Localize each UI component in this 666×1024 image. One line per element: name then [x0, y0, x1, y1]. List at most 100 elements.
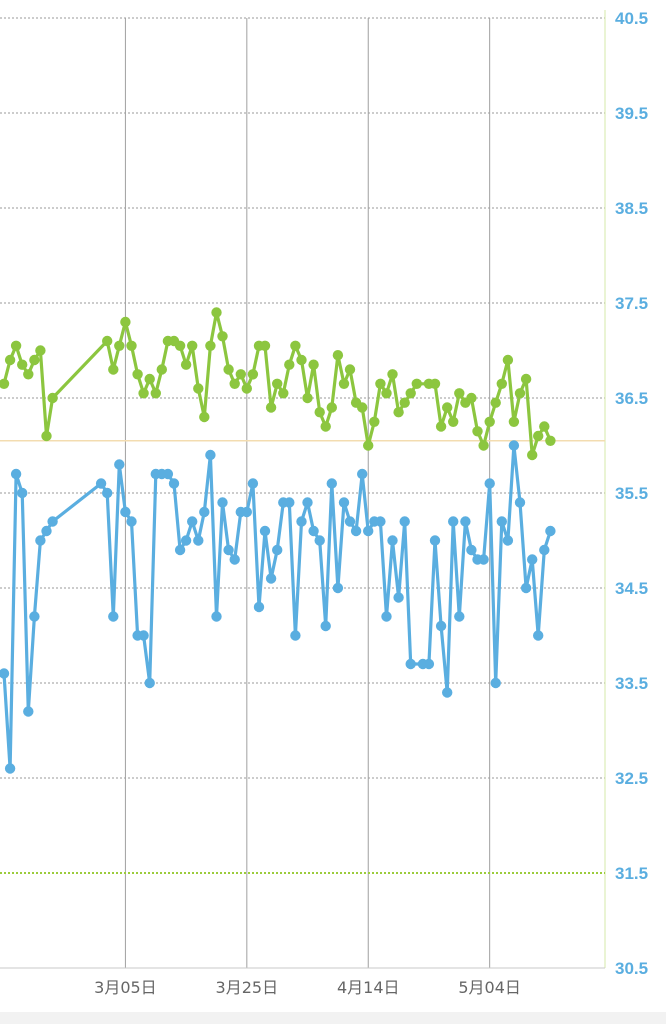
data-point	[272, 378, 283, 389]
data-point	[308, 359, 319, 370]
y-tick-label: 36.5	[615, 389, 648, 408]
data-point	[4, 763, 16, 774]
data-point	[435, 421, 447, 432]
data-point	[199, 411, 210, 423]
data-point	[193, 535, 204, 546]
data-point	[259, 525, 271, 537]
data-point	[442, 402, 453, 413]
y-axis-ticks: 30.5 31.5 32.5 33.5 34.5 35.5 36.5 37.5 38.5 39.5…	[615, 9, 648, 978]
series-line	[2, 443, 553, 771]
data-point	[223, 544, 234, 556]
data-point	[490, 397, 501, 408]
data-point	[278, 388, 289, 399]
data-point	[47, 392, 58, 404]
data-point	[114, 459, 125, 470]
y-tick-label: 39.5	[615, 104, 648, 123]
data-point	[47, 516, 58, 527]
data-point	[466, 544, 477, 556]
data-point	[533, 630, 544, 641]
x-axis-ticks: 3月05日 3月25日 4月14日 5月04日	[94, 978, 521, 997]
data-point	[126, 516, 137, 527]
data-point	[126, 340, 137, 351]
data-point	[102, 487, 113, 499]
data-point	[357, 468, 368, 480]
data-point	[320, 620, 331, 632]
data-point	[205, 340, 216, 351]
x-tick-label: 3月25日	[216, 978, 279, 997]
data-point	[375, 516, 386, 527]
data-point	[399, 397, 410, 408]
data-point	[429, 378, 441, 389]
data-point	[478, 554, 489, 565]
data-point	[95, 478, 107, 489]
data-point	[217, 331, 228, 342]
data-point	[23, 706, 34, 717]
y-tick-label: 33.5	[615, 674, 648, 693]
data-point	[229, 378, 240, 389]
data-point	[10, 468, 22, 480]
data-point	[514, 497, 526, 508]
data-point	[272, 544, 283, 556]
data-point	[387, 535, 398, 546]
grid-layer	[0, 10, 606, 969]
data-point	[162, 468, 174, 480]
data-point	[187, 340, 198, 351]
data-point	[381, 611, 392, 622]
data-point	[259, 340, 271, 351]
data-point	[320, 421, 331, 432]
data-point	[290, 630, 301, 641]
data-point	[174, 544, 186, 556]
data-point	[265, 573, 277, 584]
data-point	[180, 535, 192, 546]
data-point	[296, 354, 307, 366]
data-point	[302, 497, 313, 508]
data-point	[490, 677, 501, 689]
data-point	[350, 525, 362, 537]
data-point	[448, 416, 459, 427]
data-point	[533, 430, 544, 442]
data-point	[150, 388, 161, 399]
data-point	[253, 601, 265, 613]
data-point	[496, 516, 507, 527]
data-point	[4, 354, 16, 366]
data-point	[138, 388, 149, 399]
data-point	[35, 535, 46, 546]
data-point	[17, 359, 28, 370]
data-point	[265, 402, 277, 413]
data-point	[496, 378, 507, 389]
data-point	[144, 677, 155, 689]
data-point	[332, 350, 344, 361]
data-point	[41, 525, 52, 537]
data-point	[41, 430, 52, 442]
y-tick-label: 38.5	[615, 199, 648, 218]
data-point	[460, 516, 471, 527]
data-point	[0, 668, 10, 679]
data-point	[23, 369, 34, 380]
bottom-scroll-bar[interactable]	[0, 1012, 666, 1024]
data-point	[326, 478, 337, 489]
data-point	[180, 359, 192, 370]
data-point	[435, 620, 447, 632]
data-point	[0, 378, 10, 389]
data-point	[241, 383, 252, 394]
data-point	[363, 525, 374, 537]
x-tick-label: 3月05日	[94, 978, 157, 997]
data-point	[411, 378, 422, 389]
data-point	[247, 478, 259, 489]
data-point	[332, 582, 344, 594]
data-point	[223, 364, 234, 375]
data-point	[545, 525, 556, 537]
data-point	[423, 658, 435, 670]
data-point	[454, 388, 465, 399]
data-point	[187, 516, 198, 527]
data-point	[120, 506, 131, 518]
data-point	[514, 388, 526, 399]
data-point	[484, 416, 495, 427]
data-point	[284, 497, 295, 508]
data-point	[399, 516, 410, 527]
data-point	[338, 378, 350, 389]
data-point	[520, 582, 532, 594]
data-point	[29, 354, 40, 366]
x-tick-label: 5月04日	[458, 978, 521, 997]
series-layer	[0, 307, 556, 774]
